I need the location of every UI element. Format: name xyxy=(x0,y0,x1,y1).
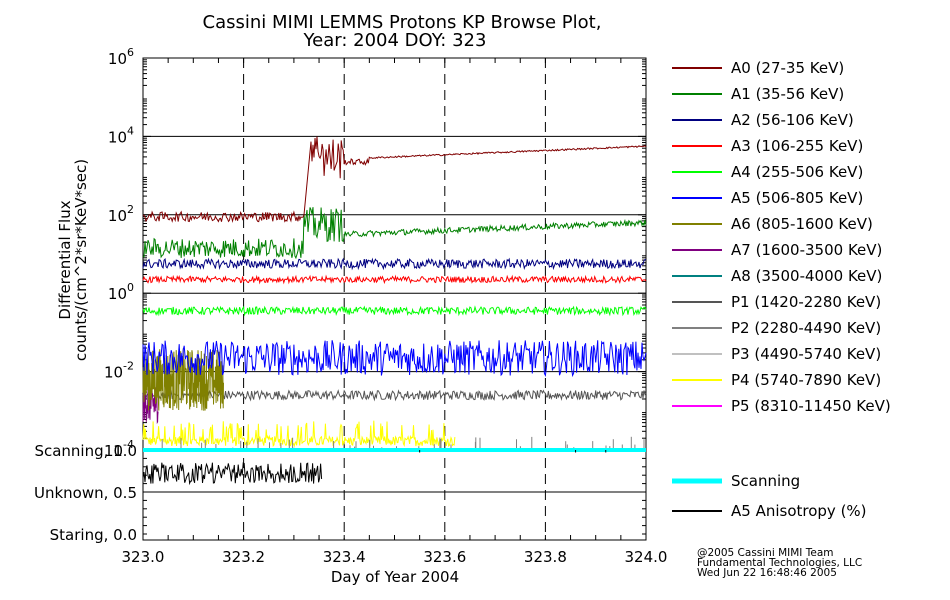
legend-label: A8 (3500-4000 KeV) xyxy=(731,267,882,285)
x-tick-label: 323.4 xyxy=(323,548,366,566)
y-tick-label: 100 xyxy=(108,281,134,303)
legend-label: Scanning xyxy=(731,472,800,490)
plot-title-line2: Year: 2004 DOY: 323 xyxy=(303,30,487,51)
x-tick-label: 323.8 xyxy=(524,548,567,566)
legend-label: A5 (506-805 KeV) xyxy=(731,189,863,207)
y-axis-label-line1: Differential Flux xyxy=(56,200,74,319)
series-line-a3 xyxy=(142,274,647,285)
legend-label: A1 (35-56 KeV) xyxy=(731,85,844,103)
legend-label: A7 (1600-3500 KeV) xyxy=(731,241,882,259)
mode-label: Scanning, 1.0 xyxy=(34,442,137,460)
x-axis-label: Day of Year 2004 xyxy=(331,568,459,586)
legend-label: P2 (2280-4490 KeV) xyxy=(731,319,881,337)
legend-label: A4 (255-506 KeV) xyxy=(731,163,863,181)
y-tick-label: 10-2 xyxy=(104,360,134,382)
legend-label: P3 (4490-5740 KeV) xyxy=(731,345,881,363)
credit-line3: Wed Jun 22 16:48:46 2005 xyxy=(697,567,837,579)
legend-label: P1 (1420-2280 KeV) xyxy=(731,293,881,311)
x-tick-label: 323.0 xyxy=(122,548,165,566)
y-tick-label: 104 xyxy=(108,124,134,146)
y-tick-label: 106 xyxy=(108,46,134,68)
y-tick-label: 10-4 xyxy=(104,438,134,460)
legend: A0 (27-35 KeV) A1 (35-56 KeV) A2 (56-106 K… xyxy=(672,59,891,520)
x-tick-label: 323.2 xyxy=(222,548,265,566)
series-line-a2 xyxy=(142,257,647,271)
y-axis-label-line2: counts/(cm^2*sr*KeV*sec) xyxy=(72,159,90,361)
mode-label: Staring, 0.0 xyxy=(50,526,137,544)
series-line-a4 xyxy=(142,305,647,317)
credit-line2: Fundamental Technologies, LLC xyxy=(697,557,862,569)
legend-label: A2 (56-106 KeV) xyxy=(731,111,854,129)
x-tick-label: 324.0 xyxy=(625,548,668,566)
series-line-p4 xyxy=(142,420,456,448)
x-tick-label: 323.6 xyxy=(423,548,466,566)
anisotropy-line xyxy=(142,462,323,486)
mode-label: Unknown, 0.5 xyxy=(34,484,137,502)
legend-label: A5 Anisotropy (%) xyxy=(731,502,867,520)
series-line-a5 xyxy=(142,340,647,378)
legend-label: P4 (5740-7890 KeV) xyxy=(731,371,881,389)
plot-layer: 10-4 10-2 100 102 104 106 Scanning, 1.0 Unknown… xyxy=(34,46,668,566)
legend-label: A3 (106-255 KeV) xyxy=(731,137,863,155)
legend-label: A0 (27-35 KeV) xyxy=(731,59,844,77)
legend-label: P5 (8310-11450 KeV) xyxy=(731,397,891,415)
legend-label: A6 (805-1600 KeV) xyxy=(731,215,873,233)
plot-title-line1: Cassini MIMI LEMMS Protons KP Browse Plo… xyxy=(203,12,602,33)
series-line-a1 xyxy=(142,207,647,260)
credit-line1: @2005 Cassini MIMI Team xyxy=(697,547,834,559)
series-line-a0 xyxy=(142,136,647,223)
y-tick-label: 102 xyxy=(108,203,134,225)
series-line-p1 xyxy=(142,389,647,402)
